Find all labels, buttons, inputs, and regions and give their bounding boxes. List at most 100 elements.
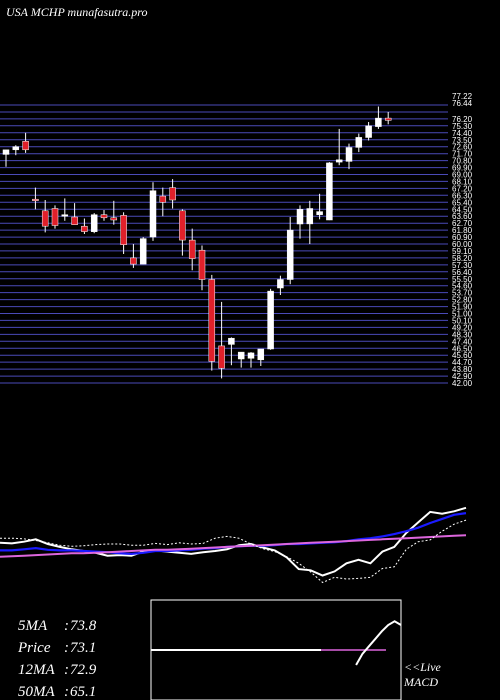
price-tick-label: 69.00 <box>452 171 473 180</box>
chart-title: USA MCHP munafasutra.pro <box>6 5 147 19</box>
candle-body <box>198 249 206 280</box>
price-tick-label: 45.60 <box>452 351 473 360</box>
price-tick-label: 74.40 <box>452 129 473 138</box>
stat-12ma-value: 72.9 <box>70 662 97 678</box>
candle-body <box>12 146 20 151</box>
price-tick-label: 52.80 <box>452 296 473 305</box>
price-tick-label: 66.30 <box>452 191 473 200</box>
price-tick-label: 58.20 <box>452 254 473 263</box>
price-tick-label: 75.30 <box>452 122 473 131</box>
price-tick-label: 63.60 <box>452 212 473 221</box>
candle-body <box>384 117 392 121</box>
candle-body <box>218 345 225 369</box>
candle-body <box>41 210 49 227</box>
price-tick-label: 44.70 <box>452 358 473 367</box>
price-tick-label: 49.20 <box>452 323 473 332</box>
candle-body <box>51 208 59 226</box>
candle-body <box>326 162 333 221</box>
candle-body <box>159 195 167 203</box>
stat-50ma-label: 50MA <box>18 684 55 700</box>
stat-5ma-label: 5MA <box>18 618 48 634</box>
series-line-5ma <box>0 506 467 577</box>
stat-50ma-sep: : <box>64 684 69 700</box>
candle-body <box>71 216 78 225</box>
price-tick-label: 53.70 <box>452 289 473 298</box>
candle-body <box>61 214 69 217</box>
price-tick-label: 60.00 <box>452 240 473 249</box>
price-tick-label: 42.00 <box>452 379 473 388</box>
price-tick-label: 60.90 <box>452 233 473 242</box>
stat-12ma-sep: : <box>64 662 69 678</box>
macd-line <box>355 620 402 666</box>
candle-body <box>2 149 10 155</box>
price-tick-label: 54.60 <box>452 282 473 291</box>
price-axis-second-label: 76.44 <box>452 99 473 108</box>
price-tick-label: 50.10 <box>452 316 473 325</box>
stat-price-sep: : <box>64 640 69 656</box>
candlestick-series <box>2 106 392 379</box>
price-tick-label: 72.60 <box>452 143 473 152</box>
price-tick-label: 64.50 <box>452 205 473 214</box>
candle-body <box>306 208 314 225</box>
candle-body <box>267 290 274 350</box>
price-tick-label: 67.20 <box>452 184 473 193</box>
macd-label-name: MACD <box>403 675 438 689</box>
price-tick-label: 57.30 <box>452 261 473 270</box>
price-tick-label: 43.80 <box>452 365 473 374</box>
series-line-50ma <box>0 534 467 558</box>
candle-body <box>120 215 127 245</box>
price-tick-label: 62.70 <box>452 219 473 228</box>
price-tick-label: 48.30 <box>452 330 473 339</box>
price-tick-label: 61.80 <box>452 226 473 235</box>
candle-body <box>90 214 98 232</box>
candle-body <box>169 187 176 201</box>
stat-12ma-label: 12MA <box>18 662 55 678</box>
stat-50ma-value: 65.1 <box>70 684 96 700</box>
stat-price-label: Price <box>17 640 51 656</box>
candle-body <box>316 211 323 215</box>
candle-body <box>296 209 304 225</box>
candle-body <box>365 125 372 138</box>
candle-body <box>345 147 353 162</box>
moving-average-panel <box>0 506 467 584</box>
candle-body <box>110 217 118 221</box>
price-tick-label: 47.40 <box>452 337 473 346</box>
stat-5ma-sep: : <box>64 618 69 634</box>
price-tick-label: 51.00 <box>452 310 473 319</box>
stats-panel: 5MA : 73.8 Price : 73.1 12MA : 72.9 50MA… <box>17 618 97 700</box>
candle-body <box>32 198 39 201</box>
candle-body <box>139 238 147 265</box>
price-tick-label: 70.80 <box>452 157 473 166</box>
price-grid <box>0 104 448 384</box>
price-tick-label: 55.50 <box>452 275 473 284</box>
price-tick-label: 76.20 <box>452 115 473 124</box>
price-tick-label: 59.10 <box>452 247 473 256</box>
candle-body <box>100 214 108 219</box>
candle-body <box>286 229 294 280</box>
price-tick-label: 73.50 <box>452 136 473 145</box>
stat-5ma-value: 73.8 <box>70 618 97 634</box>
candle-body <box>130 257 137 265</box>
price-tick-label: 51.90 <box>452 303 473 312</box>
candle-body <box>237 351 245 360</box>
macd-label-live: <<Live <box>404 660 442 674</box>
price-axis-labels: 76.2075.3074.4073.5072.6071.7070.8069.90… <box>452 115 473 388</box>
candle-body <box>208 279 216 362</box>
candle-body <box>81 225 88 232</box>
candle-body <box>355 137 363 148</box>
candle-body <box>22 141 29 151</box>
candle-body <box>375 117 382 127</box>
candle-body <box>188 239 196 259</box>
candle-body <box>335 159 343 163</box>
candle-body <box>228 337 235 345</box>
stat-price-value: 73.1 <box>70 640 96 656</box>
macd-panel <box>151 620 402 666</box>
price-tick-label: 69.90 <box>452 164 473 173</box>
price-tick-label: 46.50 <box>452 344 473 353</box>
candle-body <box>277 279 284 289</box>
price-tick-label: 68.10 <box>452 177 473 186</box>
candle-body <box>149 190 157 238</box>
price-axis-top-label: 77.22 <box>452 92 473 101</box>
